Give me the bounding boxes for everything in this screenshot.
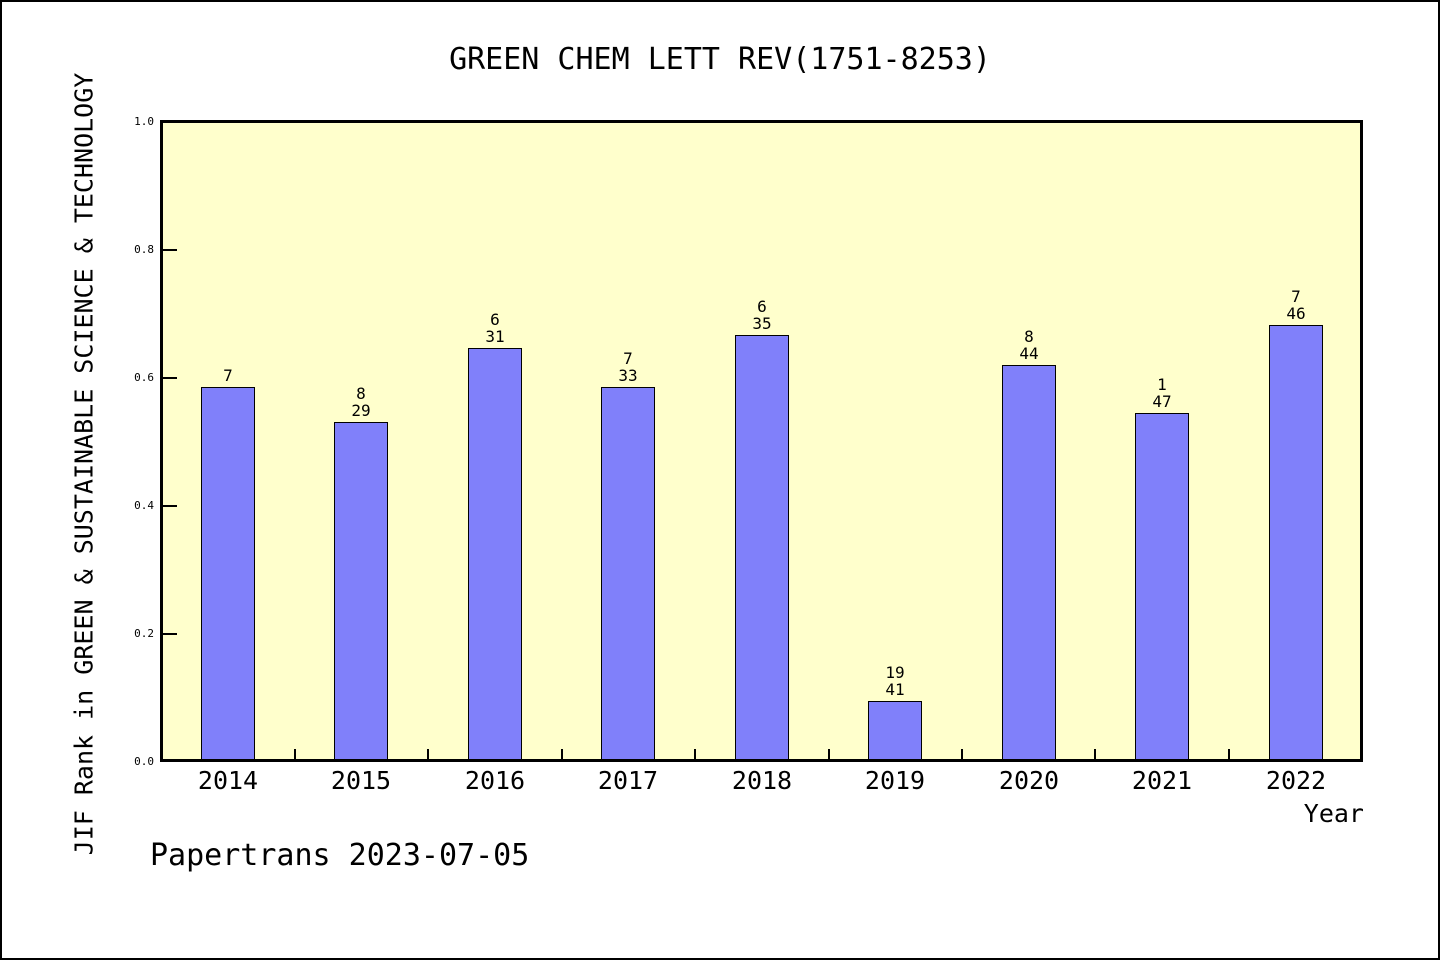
bar-2020 [1002, 365, 1056, 759]
bar-value-line: 47 [1152, 392, 1172, 411]
x-minor-tick [294, 749, 296, 759]
x-minor-tick [561, 749, 563, 759]
bar-value-line: 7 [623, 349, 633, 368]
bar-2014 [201, 387, 255, 759]
x-tick-label-2018: 2018 [731, 766, 793, 795]
x-tick-label-2021: 2021 [1131, 766, 1193, 795]
y-tick-label-0.6: 0.6 [134, 371, 154, 384]
bar-value-label-2021: 1 47 [1107, 376, 1217, 410]
chart-title: GREEN CHEM LETT REV(1751-8253) [449, 42, 991, 77]
x-minor-tick [694, 749, 696, 759]
bar-value-label-2015: 8 29 [306, 385, 416, 419]
y-tick-label-0.8: 0.8 [134, 243, 154, 256]
bar-value-label-2016: 6 31 [440, 311, 550, 345]
bar-value-line: 1 [1157, 375, 1167, 394]
bar-value-line: 33 [618, 366, 638, 385]
x-minor-tick [1094, 749, 1096, 759]
y-tick [163, 633, 177, 635]
bar-2016 [468, 348, 522, 759]
x-tick-label-2016: 2016 [464, 766, 526, 795]
x-tick-label-2014: 2014 [197, 766, 259, 795]
y-tick [163, 505, 177, 507]
bar-value-line: 41 [885, 680, 905, 699]
x-minor-tick [961, 749, 963, 759]
x-minor-tick [427, 749, 429, 759]
x-tick-label-2015: 2015 [330, 766, 392, 795]
bar-value-line: 46 [1286, 304, 1306, 323]
y-tick [163, 377, 177, 379]
watermark-text: Papertrans 2023-07-05 [150, 838, 530, 873]
x-minor-tick [828, 749, 830, 759]
y-tick [163, 249, 177, 251]
bar-2018 [735, 335, 789, 759]
x-tick-label-2020: 2020 [998, 766, 1060, 795]
x-tick-label-2019: 2019 [864, 766, 926, 795]
bar-value-label-2014: 7 [173, 367, 283, 384]
bar-value-label-2019: 19 41 [840, 664, 950, 698]
bar-2015 [334, 422, 388, 759]
bar-value-label-2020: 8 44 [974, 328, 1084, 362]
bar-2019 [868, 701, 922, 759]
bar-2021 [1135, 413, 1189, 759]
bar-value-line: 35 [752, 314, 772, 333]
bar-value-line: 31 [485, 327, 505, 346]
y-tick-label-0.0: 0.0 [134, 755, 154, 768]
bar-value-line: 44 [1019, 344, 1039, 363]
y-axis-title: JIF Rank in GREEN & SUSTAINABLE SCIENCE … [69, 72, 99, 856]
bar-value-label-2018: 6 35 [707, 298, 817, 332]
bar-value-line: 29 [351, 401, 371, 420]
bar-2022 [1269, 325, 1323, 759]
bar-2017 [601, 387, 655, 759]
bar-value-line: 8 [356, 384, 366, 403]
x-axis-title: Year [1303, 799, 1364, 828]
bar-value-line: 19 [885, 663, 905, 682]
plot-area: 7 8 29 6 31 7 33 6 35 19 41 8 44 1 47 7 46 [160, 120, 1363, 762]
bar-value-label-2017: 7 33 [573, 350, 683, 384]
x-minor-tick [1228, 749, 1230, 759]
y-tick-label-1.0: 1.0 [134, 115, 154, 128]
bar-value-line: 7 [1291, 287, 1301, 306]
y-tick-label-0.2: 0.2 [134, 627, 154, 640]
bar-value-line: 6 [757, 297, 767, 316]
x-tick-label-2022: 2022 [1265, 766, 1327, 795]
bar-value-line: 7 [223, 366, 233, 385]
bar-value-line: 8 [1024, 327, 1034, 346]
bar-value-line: 6 [490, 310, 500, 329]
y-tick-label-0.4: 0.4 [134, 499, 154, 512]
bar-value-label-2022: 7 46 [1241, 288, 1351, 322]
x-tick-label-2017: 2017 [597, 766, 659, 795]
